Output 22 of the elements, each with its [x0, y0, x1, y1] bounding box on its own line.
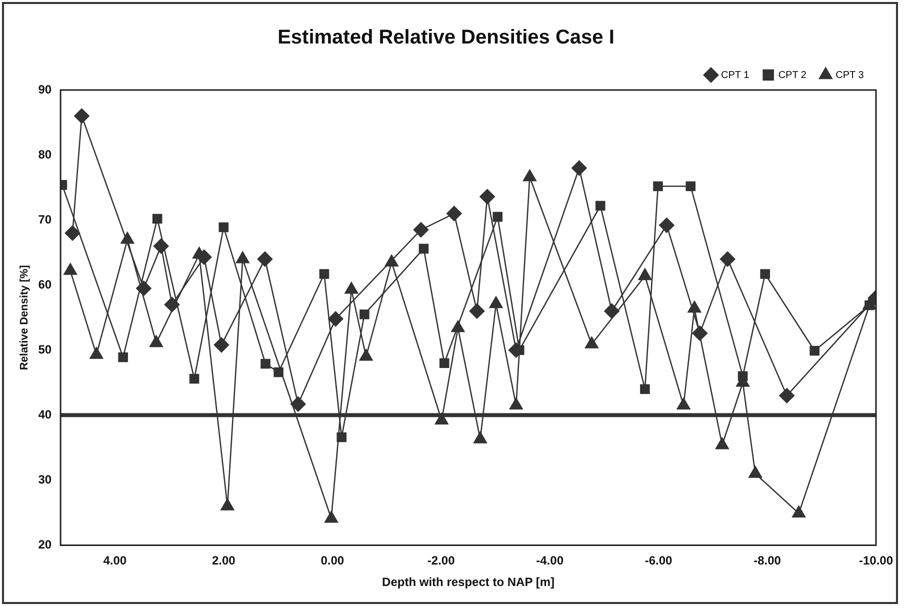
chart-title: Estimated Relative Densities Case I: [278, 26, 614, 49]
x-tick-label: -6.00: [644, 554, 673, 568]
y-axis-title: Relative Density [%]: [18, 264, 31, 370]
y-tick-label: 50: [38, 342, 52, 356]
x-axis-title: Depth with respect to NAP [m]: [382, 575, 554, 590]
legend-label: CPT 1: [720, 70, 750, 81]
x-tick-label: -2.00: [427, 554, 456, 568]
x-tick-label: -4.00: [536, 554, 564, 568]
x-tick-label: -10.00: [858, 554, 894, 568]
y-tick-label: 90: [38, 82, 52, 96]
y-tick-label: 80: [38, 147, 52, 162]
y-tick-label: 60: [38, 277, 52, 292]
x-tick-label: 2.00: [212, 554, 236, 568]
y-tick-label: 40: [38, 407, 52, 422]
legend-label: CPT 3: [836, 70, 864, 81]
legend-label: CPT 2: [778, 70, 807, 81]
x-tick-label: -8.00: [754, 554, 782, 568]
x-tick-label: 0.00: [320, 554, 344, 568]
y-tick-label: 70: [38, 212, 52, 226]
y-tick-label: 30: [38, 472, 52, 486]
x-tick-label: 4.00: [103, 554, 127, 568]
y-tick-label: 20: [38, 538, 52, 552]
